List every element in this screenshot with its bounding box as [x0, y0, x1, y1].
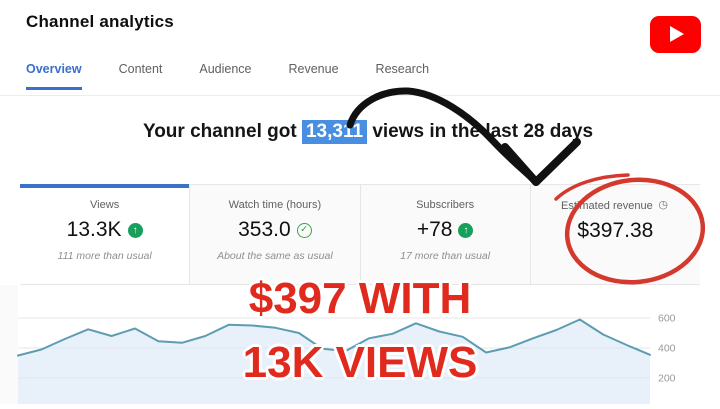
chart-left-gutter [0, 285, 18, 404]
card-revenue-value: $397.38 [577, 219, 654, 242]
youtube-logo[interactable] [650, 16, 701, 53]
card-subscribers-label: Subscribers [416, 199, 475, 211]
y-axis-tick-label: 600 [658, 313, 676, 325]
tab-audience[interactable]: Audience [199, 62, 252, 76]
tabs-divider [0, 95, 720, 96]
tab-research[interactable]: Research [375, 62, 430, 76]
card-watch-time-value: 353.0 [238, 218, 291, 241]
trend-up-icon: ↑ [127, 222, 143, 238]
shout-text-line1: $397 WITH [248, 274, 472, 323]
y-axis-tick-label: 400 [658, 343, 676, 355]
page-title: Channel analytics [26, 12, 174, 31]
card-views-label: Views [90, 199, 120, 211]
card-subscribers-note: 17 more than usual [400, 250, 491, 262]
card-watch-time-label: Watch time (hours) [228, 199, 322, 211]
shout-text-line2: 13K VIEWS [242, 338, 478, 387]
trend-up-icon: ↑ [458, 222, 474, 238]
tab-overview[interactable]: Overview [26, 62, 82, 90]
card-revenue-label: Estimated revenue [561, 199, 653, 212]
youtube-play-icon [670, 26, 684, 42]
headline-suffix: views in the last 28 days [367, 121, 594, 142]
views-chart-svg: 200 400 600 [0, 285, 676, 404]
card-subscribers[interactable]: Subscribers +78 ↑ 17 more than usual [359, 184, 530, 284]
card-views-note: 111 more than usual [57, 250, 152, 262]
headline: Your channel got 13,311 views in the las… [8, 120, 720, 144]
chart-area-fill [18, 319, 650, 404]
chart-line [17, 318, 651, 357]
metric-cards: Views 13.3K ↑ 111 more than usual Watch … [20, 184, 700, 285]
tab-content[interactable]: Content [118, 62, 163, 76]
trend-steady-check-icon: ✓ [296, 222, 312, 238]
card-views-value: 13.3K [66, 218, 122, 241]
card-watch-time[interactable]: Watch time (hours) 353.0 ✓ About the sam… [189, 184, 360, 284]
card-subscribers-value: +78 [416, 218, 453, 241]
card-watch-time-note: About the same as usual [217, 250, 333, 262]
headline-highlighted-views: 13,311 [301, 120, 368, 144]
tab-revenue[interactable]: Revenue [288, 62, 339, 76]
card-revenue-note [531, 251, 700, 263]
analytics-tabs: Overview Content Audience Revenue Resear… [26, 62, 429, 90]
y-axis-tick-label: 200 [658, 373, 676, 385]
headline-prefix: Your channel got [142, 121, 302, 142]
card-estimated-revenue[interactable]: Estimated revenue ◷ $397.38 [529, 184, 700, 284]
card-views[interactable]: Views 13.3K ↑ 111 more than usual [20, 184, 190, 284]
views-chart[interactable]: 200 400 600 [0, 285, 720, 404]
delayed-data-clock-icon: ◷ [658, 199, 669, 211]
